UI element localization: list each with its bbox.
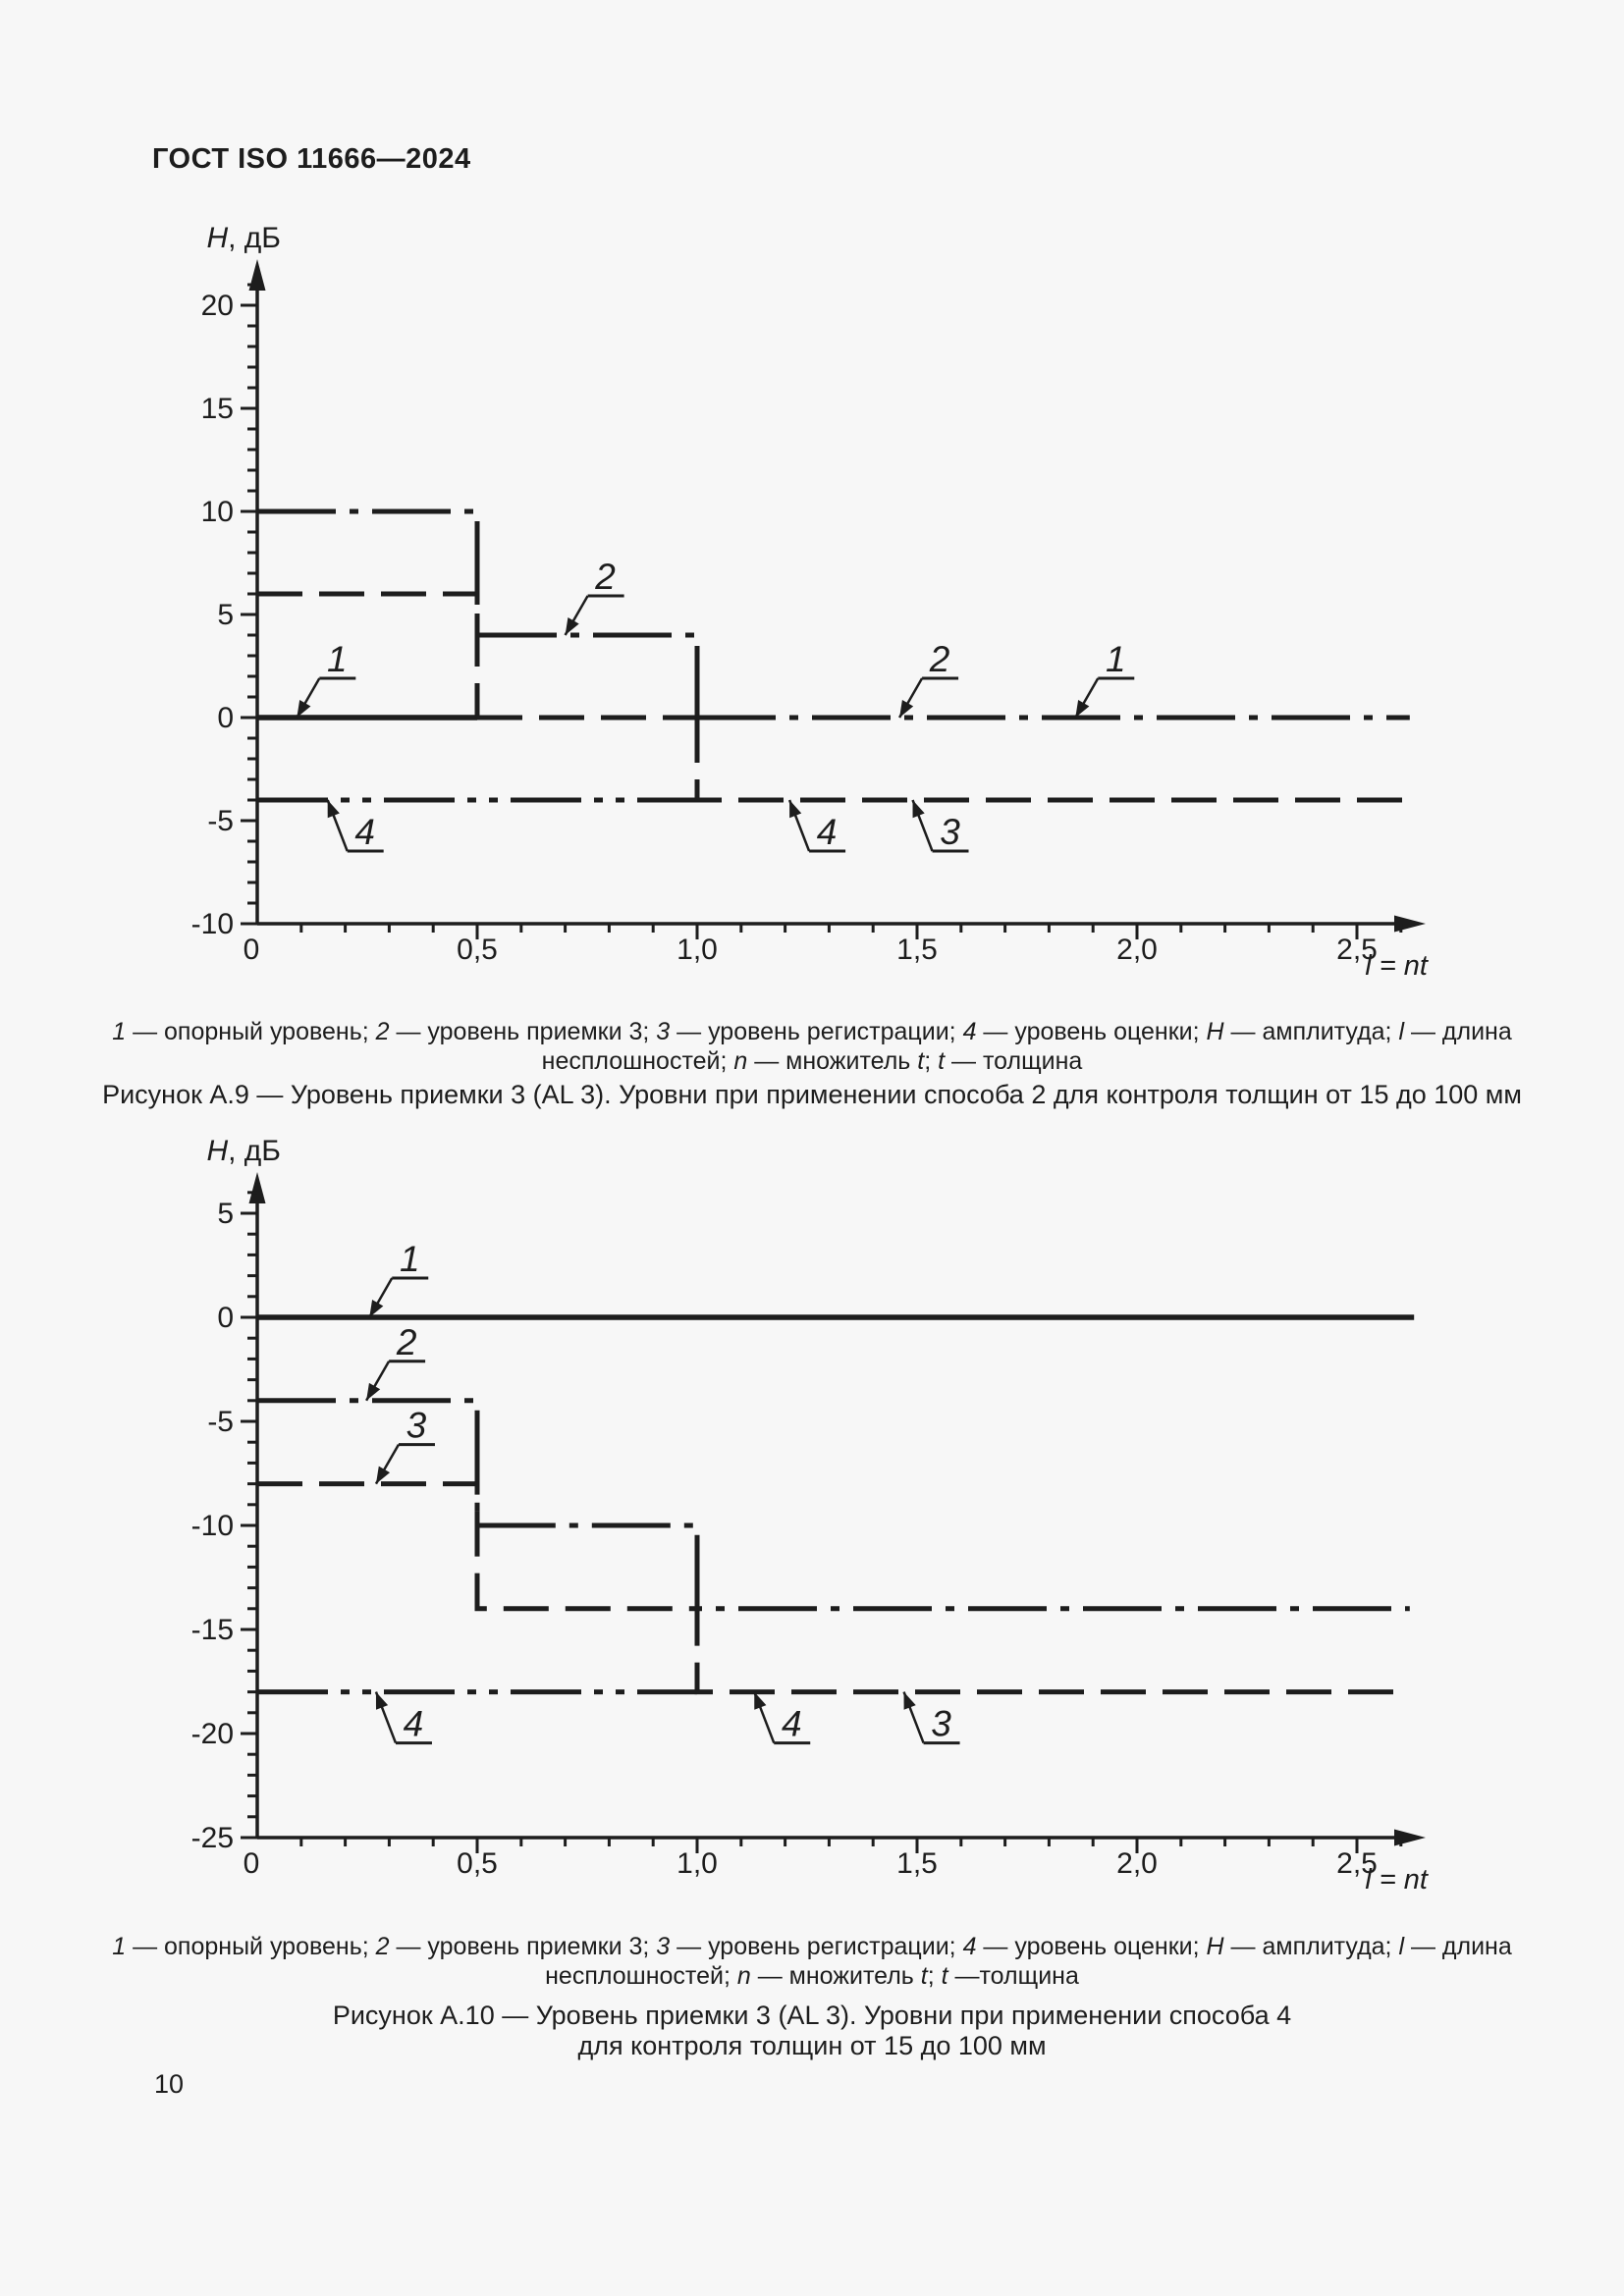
figure-a10-leader-arrow-icon — [903, 1691, 916, 1710]
figure-a9-x-tick-label: 1,0 — [677, 934, 718, 966]
figure-a9-series-label-1: 1 — [1106, 639, 1126, 679]
figure-a10-x-tick-label: 0,5 — [457, 1847, 498, 1880]
figure-a9-series-label-4: 4 — [817, 812, 838, 852]
figure-a10-legend-line-2: несплошностей; n — множитель t; t —толщи… — [545, 1962, 1079, 1990]
figure-a9-series-label-3: 3 — [940, 812, 960, 852]
figure-a10-y-tick-label: -25 — [191, 1822, 234, 1854]
figure-a9-series-segment-4 — [257, 508, 700, 718]
figure-a9-y-axis-title: H, дБ — [206, 222, 281, 254]
figure-a10-series-segment-2 — [257, 1398, 1410, 1612]
figure-a9-y-tick-label: 15 — [201, 393, 234, 425]
figure-a10-y-tick-label: -20 — [191, 1718, 234, 1750]
figure-a9-leader-arrow-icon — [912, 800, 925, 819]
figure-a10-x-axis-title: l = nt — [1365, 1864, 1430, 1896]
figure-a10-y-tick-label: 5 — [217, 1198, 234, 1230]
document-header: ГОСТ ISO 11666—2024 — [152, 143, 471, 175]
figure-a9-x-tick-label: 2,0 — [1116, 934, 1158, 966]
figure-a9-series-segment-6 — [694, 718, 1410, 803]
figure-a10-y-axis-arrow-icon — [248, 1172, 266, 1203]
figure-a10-y-axis-title: H, дБ — [206, 1135, 281, 1167]
figure-a9-legend-line-2: несплошностей; n — множитель t; t — толщ… — [541, 1047, 1083, 1075]
figure-a9-leader-arrow-icon — [327, 800, 340, 819]
figure-a9-y-tick-label: 10 — [201, 496, 234, 528]
figure-a10-leader-arrow-icon — [366, 1382, 381, 1401]
figure-a10-y-tick-label: 0 — [217, 1302, 234, 1334]
figure-a10-y-tick-label: -5 — [207, 1406, 234, 1438]
figure-a10-series-label-3: 3 — [931, 1704, 951, 1744]
figure-a9-x-axis-title: l = nt — [1365, 950, 1430, 982]
figure-a9-y-tick-label: -10 — [191, 908, 234, 940]
figure-a10-leader-arrow-icon — [754, 1691, 767, 1710]
figure-a9-leader-arrow-icon — [899, 700, 914, 718]
figure-a10-legend: 1 — опорный уровень; 2 — уровень приемки… — [0, 1932, 1624, 1991]
figure-a10-x-axis-arrow-icon — [1394, 1829, 1426, 1846]
figure-a9-legend-line-1: 1 — опорный уровень; 2 — уровень приемки… — [112, 1018, 1512, 1045]
figure-a9-x-tick-label: 0,5 — [457, 934, 498, 966]
figure-a10-caption-line-2: для контроля толщин от 15 до 100 мм — [577, 2031, 1047, 2060]
figure-a9-x-tick-label: 1,5 — [896, 934, 938, 966]
figure-a9-y-axis-arrow-icon — [248, 259, 266, 291]
figure-a10-series-label-1: 1 — [400, 1239, 420, 1279]
figure-a9-caption: Рисунок А.9 — Уровень приемки 3 (AL 3). … — [102, 1080, 1522, 1109]
figure-a10-leader-arrow-icon — [375, 1691, 389, 1710]
figure-a9-series-label-2: 2 — [929, 639, 950, 679]
figure-a9-leader-arrow-icon — [789, 800, 802, 819]
figure-a9-series-segment-5 — [257, 591, 480, 718]
figure-a9-y-tick-label: 20 — [201, 290, 234, 322]
figure-a10-leader-arrow-icon — [375, 1466, 391, 1484]
figure-a10-x-tick-label: 2,5 — [1336, 1847, 1378, 1880]
figure-a9-y-tick-label: 5 — [217, 599, 234, 631]
figure-a10-series-segment-3 — [257, 1481, 1410, 1695]
figure-a9-leader-arrow-icon — [1075, 700, 1090, 718]
figure-a10-series-label-2: 2 — [396, 1322, 417, 1362]
figure-a9-legend: 1 — опорный уровень; 2 — уровень приемки… — [0, 1017, 1624, 1076]
figure-a9-x-tick-label: 2,5 — [1336, 934, 1378, 966]
figure-a9-series-label-2: 2 — [594, 557, 616, 597]
figure-a9-y-tick-label: -5 — [207, 805, 234, 837]
figure-a10-x-tick-label: 1,0 — [677, 1847, 718, 1880]
figure-a9-x-axis-arrow-icon — [1394, 915, 1426, 933]
figure-a10-x-tick-label: 0 — [244, 1847, 260, 1880]
figure-a10-y-tick-label: -15 — [191, 1614, 234, 1646]
figure-a10-series-label-3: 3 — [406, 1406, 427, 1446]
page-number: 10 — [154, 2069, 185, 2099]
figure-a9-series-label-1: 1 — [327, 639, 348, 679]
figure-a10-y-tick-label: -10 — [191, 1510, 234, 1542]
figure-a9-series-label-4: 4 — [354, 812, 375, 852]
figure-a10-caption-line-1: Рисунок А.10 — Уровень приемки 3 (AL 3).… — [332, 2001, 1292, 2030]
figure-a10-leader-arrow-icon — [369, 1300, 384, 1317]
figure-a10-legend-line-1: 1 — опорный уровень; 2 — уровень приемки… — [112, 1933, 1512, 1960]
figure-a10-caption: Рисунок А.10 — Уровень приемки 3 (AL 3).… — [0, 2001, 1624, 2061]
figure-a10-x-tick-label: 2,0 — [1116, 1847, 1158, 1880]
figure-a9-y-tick-label: 0 — [217, 702, 234, 734]
figure-a10-series-label-4: 4 — [404, 1704, 424, 1744]
figure-a9-leader-arrow-icon — [565, 617, 579, 635]
figure-a9-leader-arrow-icon — [297, 700, 311, 718]
figure-a9-x-tick-label: 0 — [244, 934, 260, 966]
figure-a10-series-label-4: 4 — [782, 1704, 802, 1744]
figure-a10-x-tick-label: 1,5 — [896, 1847, 938, 1880]
